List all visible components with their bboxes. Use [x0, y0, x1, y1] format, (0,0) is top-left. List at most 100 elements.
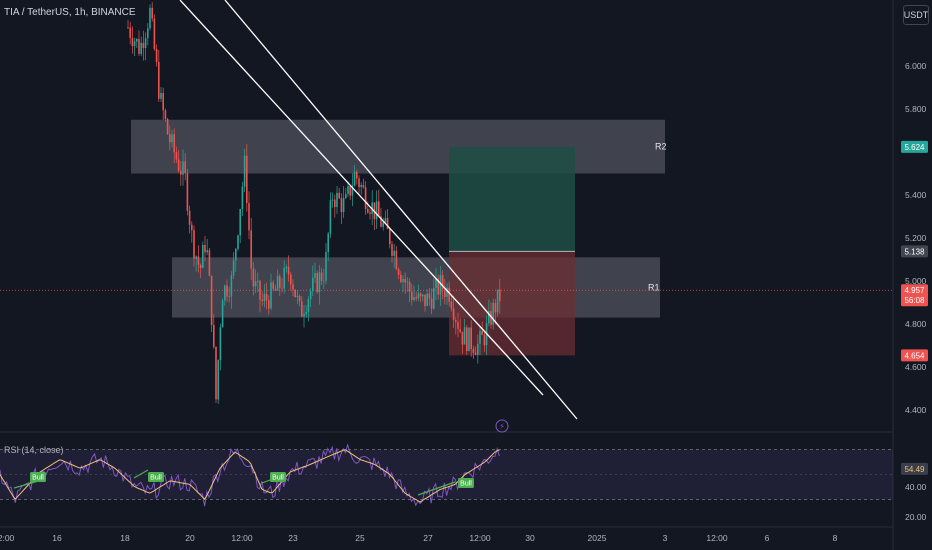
price-axis-tick: 4.800 — [905, 319, 927, 329]
candle-body — [422, 294, 424, 297]
candle-body — [290, 274, 292, 285]
rsi-pane: Bull Bull Bull Bull ⚡ — [0, 419, 893, 507]
candle-body — [437, 278, 439, 295]
candle-body — [142, 42, 145, 48]
candle-body — [331, 199, 334, 201]
candle-body — [158, 61, 160, 99]
candle-body — [496, 289, 499, 313]
candle-body — [417, 293, 420, 299]
price-axis-tick: 5.200 — [905, 233, 927, 243]
candle-body — [153, 18, 156, 49]
candle-body — [400, 274, 402, 282]
candle-body — [457, 322, 459, 330]
candle-body — [492, 303, 494, 325]
candle-body — [206, 250, 208, 253]
zone-label-r2: R2 — [655, 142, 667, 152]
candle-body — [316, 273, 318, 293]
candle-body — [424, 294, 426, 306]
candle-body — [219, 327, 222, 361]
candle-body — [428, 293, 431, 299]
candle-body — [312, 277, 314, 292]
candle-body — [301, 301, 303, 317]
trendlines-layer[interactable] — [179, 0, 578, 420]
rsi-indicator-title[interactable]: RSI (14, close) — [4, 445, 64, 455]
candles-layer — [127, 2, 501, 404]
rsi-axis-tick: 40.00 — [905, 482, 927, 492]
candle-body — [353, 171, 356, 186]
candle-body — [292, 284, 294, 290]
candle-body — [404, 278, 406, 283]
candle-body — [444, 289, 446, 297]
bull-label-box — [270, 472, 286, 482]
candle-body — [246, 155, 248, 203]
time-axis-tick: 2:00 — [0, 533, 15, 543]
candle-body — [232, 260, 235, 276]
candle-body — [472, 348, 475, 353]
candle-body — [257, 280, 259, 282]
candle-body — [362, 185, 365, 188]
candle-body — [305, 312, 307, 315]
candle-body — [133, 41, 136, 47]
candle-body — [259, 280, 261, 300]
candle-body — [499, 289, 501, 302]
candle-body — [369, 212, 371, 214]
candle-body — [384, 218, 387, 223]
candle-body — [279, 276, 281, 288]
candle-body — [439, 275, 442, 295]
candle-body — [160, 92, 162, 99]
candle-body — [351, 185, 354, 196]
candle-body — [411, 291, 413, 300]
time-axis-tick: 2025 — [588, 533, 607, 543]
candle-body — [342, 198, 345, 213]
candle-body — [202, 244, 204, 268]
candle-body — [391, 244, 393, 256]
time-axis-tick: 27 — [423, 533, 433, 543]
countdown-label: 56:08 — [904, 296, 925, 305]
candle-body — [228, 296, 230, 298]
candle-body — [274, 288, 277, 291]
axes-layer: 6.000 5.800 5.400 5.200 5.000 4.800 4.600 4.400… — [0, 61, 927, 543]
candle-body — [463, 327, 466, 345]
price-marker-label: 4.957 — [904, 286, 925, 295]
long-position-tool[interactable] — [449, 146, 575, 356]
candle-body — [127, 27, 129, 29]
candle-body — [208, 250, 211, 276]
bull-label: Bull — [460, 481, 472, 488]
price-marker-label: 5.624 — [904, 143, 925, 152]
rsi-axis-tick: 20.00 — [905, 512, 927, 522]
candle-body — [415, 297, 417, 299]
candle-body — [483, 334, 486, 346]
candle-body — [243, 155, 246, 187]
candle-body — [144, 38, 147, 48]
candle-body — [254, 281, 257, 287]
candle-body — [494, 303, 497, 313]
candle-body — [191, 224, 193, 231]
candle-body — [406, 281, 409, 283]
candle-body — [281, 287, 283, 289]
candle-body — [358, 178, 360, 188]
candle-body — [180, 170, 182, 175]
candle-body — [184, 161, 186, 174]
candle-body — [199, 264, 202, 268]
candle-body — [276, 276, 279, 291]
candle-body — [395, 250, 398, 270]
lightning-icon — [495, 419, 509, 433]
candle-body — [182, 161, 184, 175]
time-axis-tick: 23 — [288, 533, 298, 543]
time-axis-tick: 12:00 — [231, 533, 253, 543]
candle-body — [230, 275, 233, 297]
candle-body — [252, 268, 255, 287]
candle-body — [446, 287, 448, 297]
candle-body — [413, 297, 415, 300]
candle-body — [224, 285, 226, 301]
bull-divergence-line — [417, 481, 456, 496]
candle-body — [215, 346, 217, 400]
candle-body — [155, 48, 158, 62]
symbol-title[interactable]: TIA / TetherUS, 1h, BINANCE — [4, 7, 136, 18]
candle-body — [173, 134, 175, 153]
time-axis-tick: 12:00 — [469, 533, 491, 543]
candle-body — [204, 244, 206, 253]
take-profit-zone — [449, 146, 575, 252]
currency-button[interactable]: USDT — [903, 5, 929, 25]
